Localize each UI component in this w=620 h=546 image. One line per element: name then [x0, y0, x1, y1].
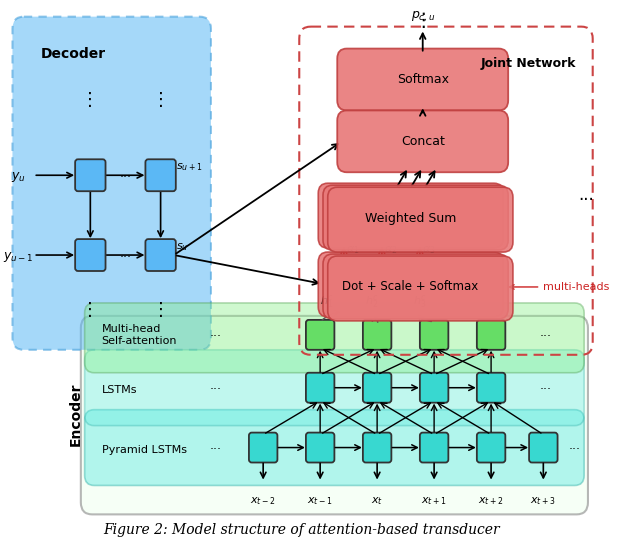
FancyBboxPatch shape	[477, 373, 505, 402]
Text: ···: ···	[578, 191, 594, 209]
Text: ⋮: ⋮	[81, 91, 99, 109]
FancyBboxPatch shape	[318, 252, 503, 317]
FancyBboxPatch shape	[420, 432, 448, 462]
Text: Decoder: Decoder	[41, 46, 106, 61]
Text: $s_{u+1}$: $s_{u+1}$	[176, 162, 202, 173]
Text: ···: ···	[539, 330, 551, 343]
FancyBboxPatch shape	[146, 159, 176, 191]
Text: Softmax: Softmax	[397, 73, 449, 86]
Text: ⋮: ⋮	[413, 11, 433, 30]
FancyBboxPatch shape	[363, 432, 391, 462]
FancyBboxPatch shape	[306, 373, 334, 402]
Text: $s_u$: $s_u$	[176, 241, 188, 253]
FancyBboxPatch shape	[529, 432, 557, 462]
Text: Joint Network: Joint Network	[481, 57, 577, 69]
FancyBboxPatch shape	[420, 320, 448, 350]
Text: Concat: Concat	[401, 135, 445, 148]
Text: ···: ···	[210, 443, 222, 456]
Text: ···: ···	[120, 171, 131, 184]
FancyBboxPatch shape	[323, 185, 508, 250]
Text: $x_{t-1}$: $x_{t-1}$	[308, 495, 333, 507]
FancyBboxPatch shape	[363, 320, 391, 350]
Text: $x_{t+2}$: $x_{t+2}$	[478, 495, 504, 507]
Text: ⋮: ⋮	[152, 301, 170, 319]
FancyBboxPatch shape	[328, 256, 513, 321]
FancyBboxPatch shape	[75, 159, 105, 191]
Text: $p_{c,u}$: $p_{c,u}$	[410, 9, 435, 23]
Text: $x_{t+1}$: $x_{t+1}$	[421, 495, 447, 507]
FancyBboxPatch shape	[306, 320, 334, 350]
Text: $h_1^c$: $h_1^c$	[320, 293, 334, 311]
FancyBboxPatch shape	[337, 49, 508, 110]
Text: ···: ···	[539, 383, 551, 396]
FancyBboxPatch shape	[318, 183, 503, 248]
Text: Weighted Sum: Weighted Sum	[365, 212, 456, 224]
Text: $\alpha_2$: $\alpha_2$	[384, 244, 397, 256]
FancyBboxPatch shape	[420, 373, 448, 402]
FancyBboxPatch shape	[85, 410, 584, 485]
Text: Figure 2: Model structure of attention-based transducer: Figure 2: Model structure of attention-b…	[103, 523, 500, 537]
FancyBboxPatch shape	[477, 432, 505, 462]
Text: $x_{t+3}$: $x_{t+3}$	[531, 495, 556, 507]
FancyBboxPatch shape	[85, 350, 584, 426]
FancyBboxPatch shape	[363, 373, 391, 402]
Text: $h_2^c$: $h_2^c$	[365, 293, 379, 311]
FancyBboxPatch shape	[75, 239, 105, 271]
Text: ···: ···	[569, 443, 581, 456]
Text: ⋮: ⋮	[152, 91, 170, 109]
Text: multi-heads: multi-heads	[510, 282, 609, 292]
Text: $\alpha_3$: $\alpha_3$	[422, 244, 435, 256]
Text: $h_3^c$: $h_3^c$	[413, 293, 427, 311]
FancyBboxPatch shape	[477, 320, 505, 350]
Text: $y_{u-1}$: $y_{u-1}$	[3, 250, 33, 264]
FancyBboxPatch shape	[12, 17, 211, 350]
Text: LSTMs: LSTMs	[102, 385, 137, 395]
Text: Multi-head
Self-attention: Multi-head Self-attention	[102, 324, 177, 346]
FancyBboxPatch shape	[306, 432, 334, 462]
FancyBboxPatch shape	[323, 254, 508, 319]
Text: ···: ···	[120, 251, 131, 264]
Text: Encoder: Encoder	[69, 383, 82, 447]
Text: ···: ···	[210, 330, 222, 343]
Text: Dot + Scale + Softmax: Dot + Scale + Softmax	[342, 281, 479, 293]
FancyBboxPatch shape	[328, 187, 513, 252]
Text: ···: ···	[210, 383, 222, 396]
FancyBboxPatch shape	[85, 303, 584, 373]
Text: $\alpha_1$: $\alpha_1$	[346, 244, 360, 256]
FancyBboxPatch shape	[146, 239, 176, 271]
Text: $x_t$: $x_t$	[371, 495, 383, 507]
FancyBboxPatch shape	[249, 432, 277, 462]
Text: $x_{t-2}$: $x_{t-2}$	[250, 495, 276, 507]
Text: Pyramid LSTMs: Pyramid LSTMs	[102, 444, 187, 455]
Text: $y_u$: $y_u$	[11, 170, 25, 184]
FancyBboxPatch shape	[81, 316, 588, 514]
FancyBboxPatch shape	[337, 110, 508, 172]
Text: ⋮: ⋮	[81, 301, 99, 319]
